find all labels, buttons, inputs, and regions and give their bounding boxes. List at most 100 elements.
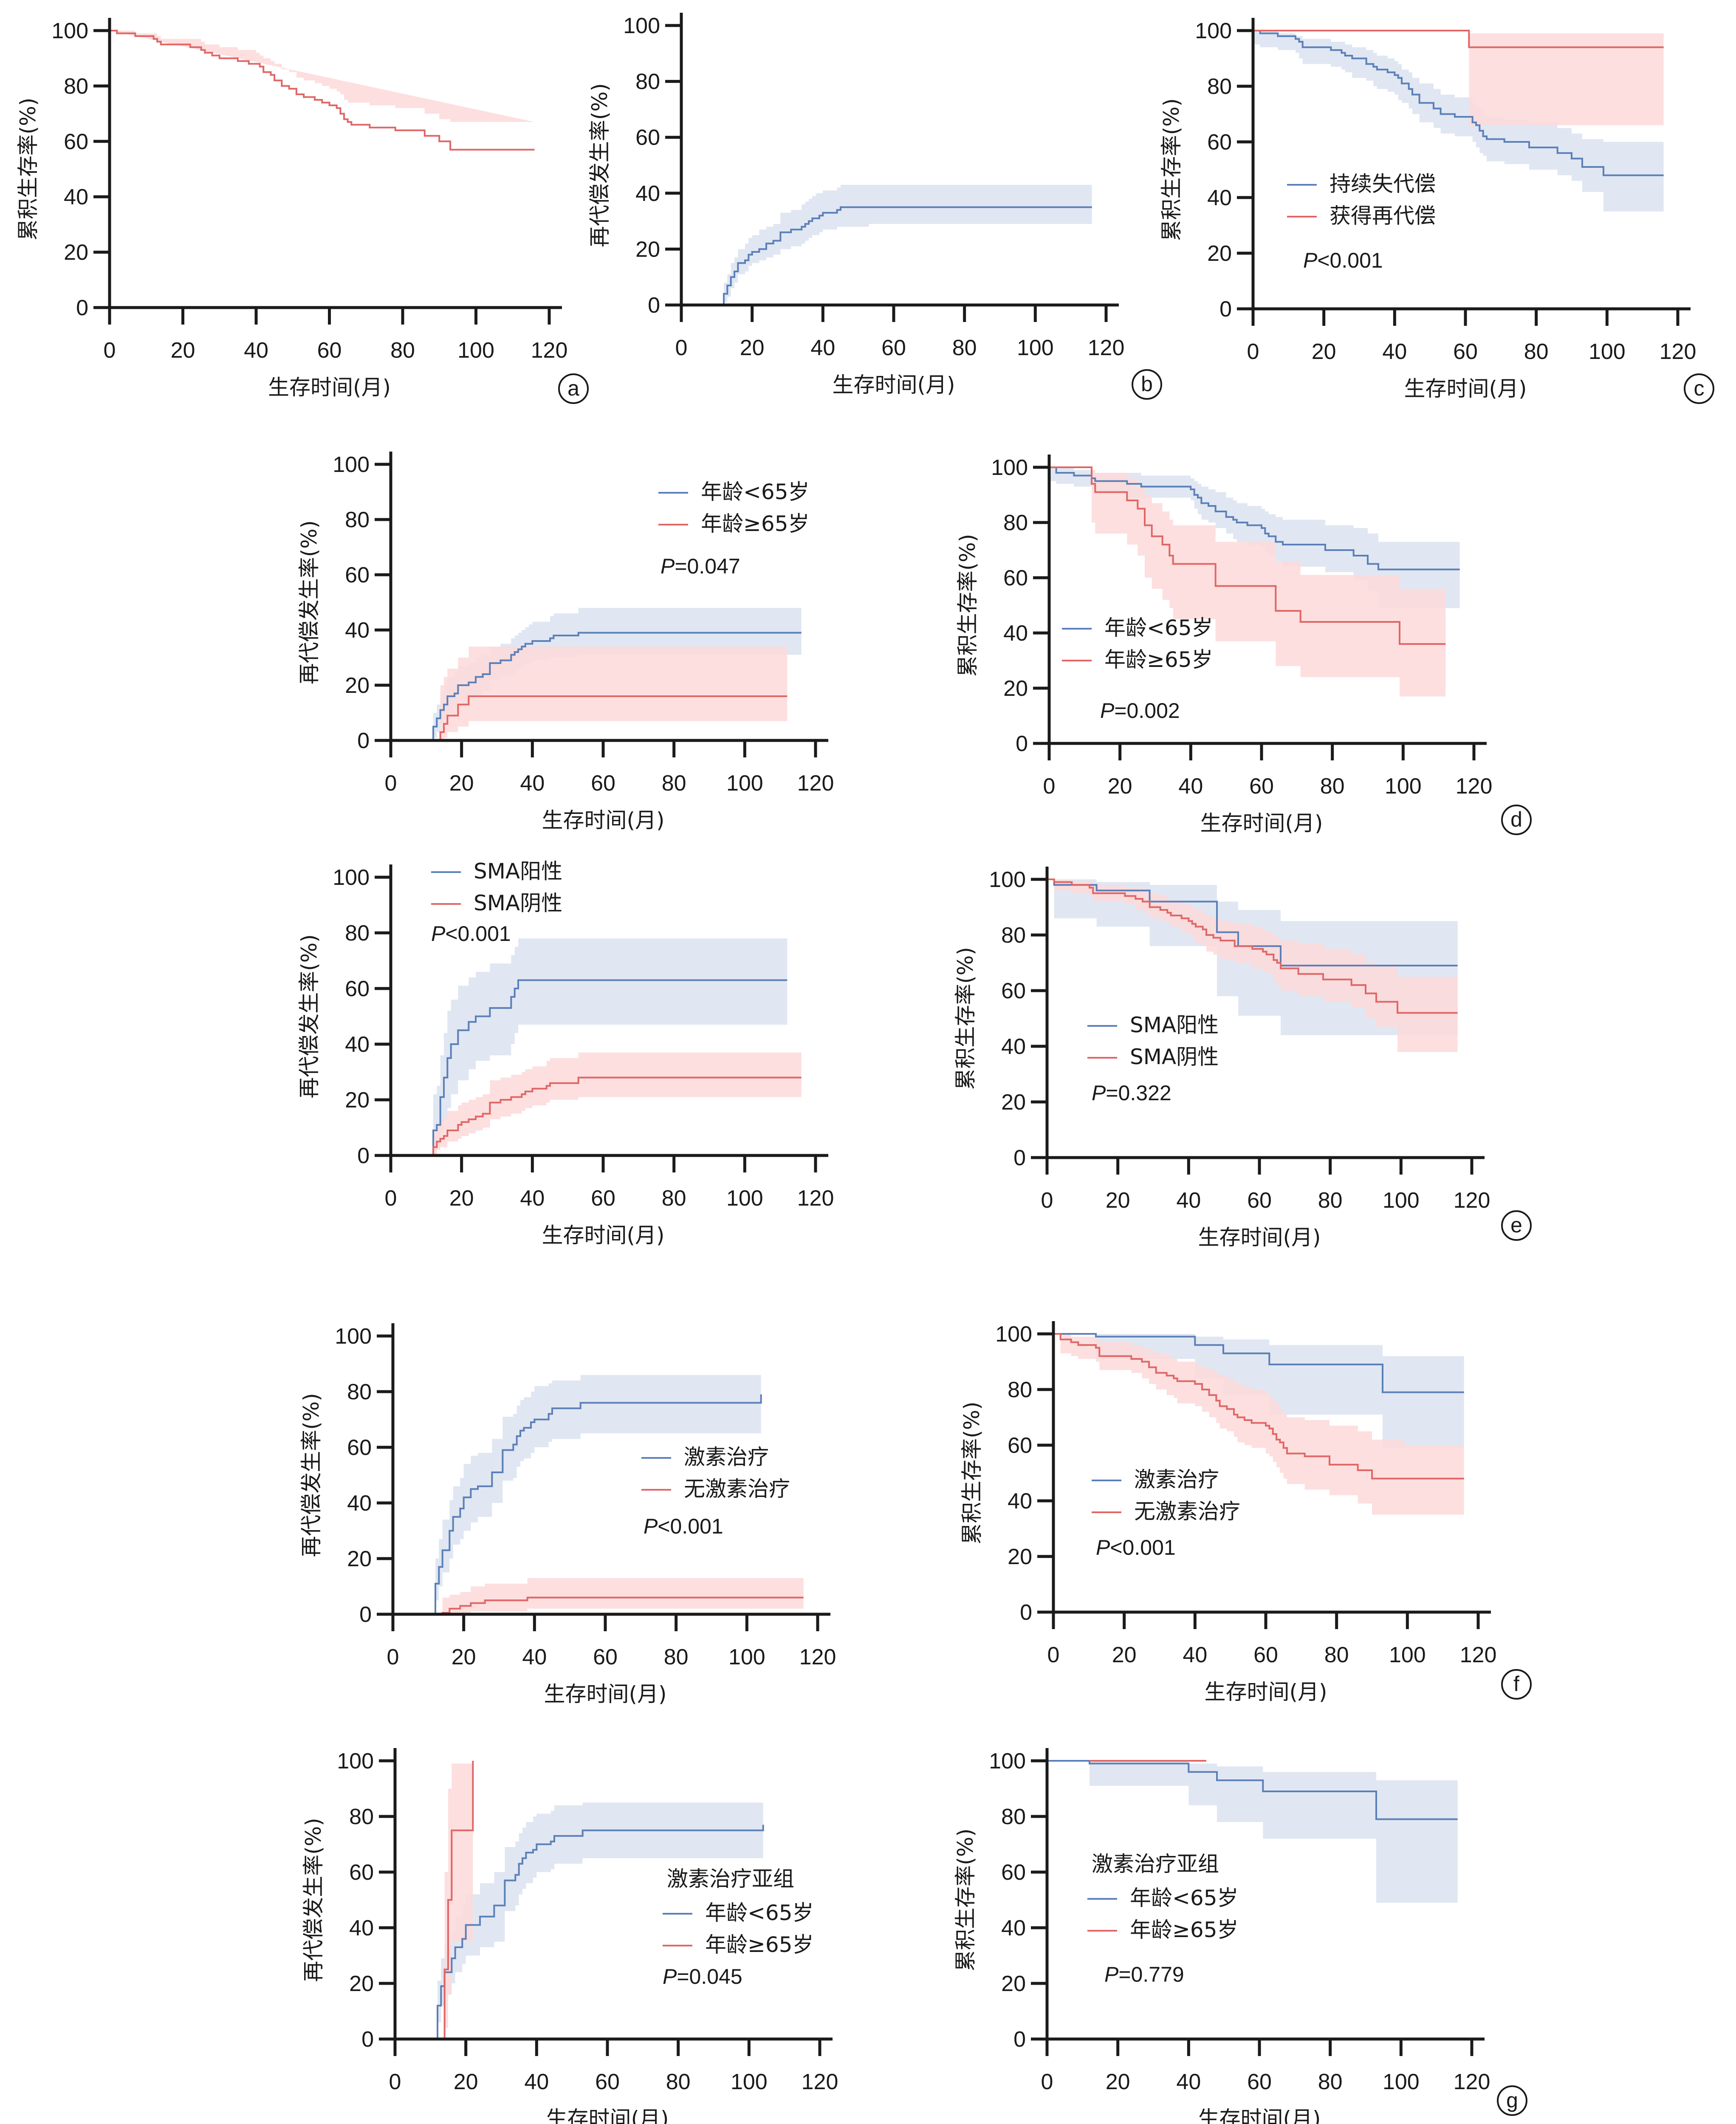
x-tick-label: 20 <box>1106 1188 1130 1213</box>
y-tick-label: 40 <box>345 618 370 643</box>
p-value: P=0.322 <box>1092 1081 1171 1105</box>
x-tick-label: 80 <box>662 771 686 796</box>
y-tick-label: 80 <box>347 1380 372 1404</box>
km-panel-e: 0 20 40 60 80 100 0 20 40 60 80 100 120 生存时间(月) 累积生存率(… <box>953 867 1532 1250</box>
x-tick-label: 120 <box>1460 1643 1497 1667</box>
x-axis-label: 生存时间(月) <box>268 375 391 400</box>
km-curve-a-0 <box>110 30 535 151</box>
x-tick-label: 0 <box>675 336 688 360</box>
x-tick-label: 0 <box>104 338 116 363</box>
ci-band-g-left-1 <box>444 1763 473 2028</box>
y-tick-label: 0 <box>357 1144 370 1168</box>
x-tick-label: 40 <box>810 336 835 360</box>
x-tick-label: 120 <box>797 771 834 796</box>
x-tick-label: 120 <box>1660 339 1696 364</box>
ci-band-d-left-0 <box>433 608 802 738</box>
y-tick-label: 20 <box>349 1971 374 1996</box>
x-tick-label: 80 <box>662 1186 686 1211</box>
x-tick-label: 100 <box>1385 774 1422 799</box>
x-tick-label: 40 <box>1382 339 1407 364</box>
y-tick-label: 60 <box>635 125 660 150</box>
km-curve-e-left-1 <box>432 1076 802 1155</box>
km-panel-g-left: 0 20 40 60 80 100 0 20 40 60 80 100 120 生存时间(月) 再代偿发生率… <box>301 1748 838 2124</box>
legend-label: SMA阴性 <box>1130 1045 1219 1069</box>
ci-band-f-left-0 <box>435 1369 761 1601</box>
y-axis-label: 再代偿发生率(%) <box>587 83 612 248</box>
ci-band-e-left-0 <box>433 938 788 1150</box>
y-tick-label: 20 <box>345 673 370 698</box>
x-tick-label: 120 <box>531 338 568 363</box>
x-tick-label: 120 <box>802 2070 838 2094</box>
y-tick-label: 100 <box>623 14 660 38</box>
x-tick-label: 20 <box>740 336 765 360</box>
y-tick-label: 0 <box>1016 732 1028 756</box>
x-tick-label: 0 <box>1043 774 1056 799</box>
y-tick-label: 40 <box>1003 621 1028 646</box>
y-tick-label: 100 <box>51 19 88 43</box>
legend-label: 获得再代偿 <box>1330 203 1436 228</box>
x-tick-label: 120 <box>1456 774 1493 799</box>
x-tick-label: 20 <box>171 338 195 363</box>
y-tick-label: 20 <box>347 1547 372 1571</box>
x-tick-label: 20 <box>1312 339 1336 364</box>
km-curve-d-left-1 <box>439 695 788 740</box>
legend-label: 年龄≥65岁 <box>1104 647 1213 672</box>
y-tick-label: 40 <box>1001 1034 1026 1059</box>
x-tick-label: 60 <box>1247 2070 1272 2094</box>
y-tick-label: 60 <box>345 977 370 1001</box>
y-tick-label: 40 <box>1207 186 1232 210</box>
y-tick-label: 80 <box>349 1805 374 1829</box>
x-tick-label: 0 <box>1041 2070 1053 2094</box>
x-tick-label: 0 <box>387 1645 399 1669</box>
x-tick-label: 60 <box>591 1186 615 1211</box>
y-tick-label: 0 <box>1020 1600 1032 1625</box>
panel-label: g <box>1506 2088 1518 2112</box>
legend-label: 年龄<65岁 <box>1104 616 1213 640</box>
y-axis-label: 再代偿发生率(%) <box>301 1818 326 1982</box>
x-tick-label: 120 <box>1454 2070 1490 2094</box>
y-tick-label: 60 <box>347 1435 372 1460</box>
ci-band-a-0 <box>110 31 535 122</box>
legend-label: 激素治疗 <box>684 1445 769 1469</box>
legend-label: SMA阴性 <box>474 891 562 915</box>
y-tick-label: 60 <box>345 563 370 587</box>
x-tick-label: 40 <box>1178 774 1203 799</box>
x-tick-label: 20 <box>454 2070 478 2094</box>
ci-band-d-0 <box>1049 467 1460 608</box>
x-tick-label: 60 <box>317 338 342 363</box>
km-panel-d: 0 20 40 60 80 100 0 20 40 60 80 100 120 生存时间(月) 累积生存率(… <box>955 455 1532 836</box>
p-value: P=0.779 <box>1104 1963 1184 1986</box>
y-tick-label: 0 <box>359 1602 372 1627</box>
ci-band-d-left-1 <box>440 647 788 740</box>
legend-label: 激素治疗 <box>1134 1467 1219 1492</box>
x-tick-label: 40 <box>520 771 545 796</box>
ci-band-b-0 <box>724 185 1092 302</box>
y-tick-label: 40 <box>345 1032 370 1057</box>
x-tick-label: 0 <box>389 2070 401 2094</box>
y-tick-label: 100 <box>333 452 370 477</box>
y-tick-label: 100 <box>995 1322 1032 1347</box>
y-tick-label: 40 <box>349 1916 374 1940</box>
panel-label-circle <box>1684 373 1714 404</box>
x-tick-label: 40 <box>244 338 268 363</box>
legend-label: 无激素治疗 <box>684 1477 790 1501</box>
x-tick-label: 0 <box>385 771 397 796</box>
y-tick-label: 0 <box>76 296 88 320</box>
legend-label: 年龄<65岁 <box>705 1901 814 1925</box>
y-tick-label: 100 <box>989 867 1026 892</box>
panel-label: d <box>1510 808 1522 831</box>
km-curve-g-0 <box>1047 1760 1458 1820</box>
x-tick-label: 80 <box>664 1645 689 1669</box>
y-tick-label: 60 <box>1003 566 1028 590</box>
x-axis-label: 生存时间(月) <box>1204 1680 1327 1704</box>
x-tick-label: 0 <box>1247 339 1259 364</box>
x-tick-label: 60 <box>595 2070 620 2094</box>
x-tick-label: 120 <box>1088 336 1125 360</box>
y-tick-label: 100 <box>991 455 1028 480</box>
y-axis-label: 再代偿发生率(%) <box>299 1393 324 1557</box>
panel-label: e <box>1510 1213 1522 1237</box>
y-axis-label: 累积生存率(%) <box>960 1401 984 1545</box>
x-tick-label: 100 <box>726 771 763 796</box>
panel-label-circle <box>1501 1669 1532 1700</box>
y-axis-label: 累积生存率(%) <box>16 98 40 241</box>
